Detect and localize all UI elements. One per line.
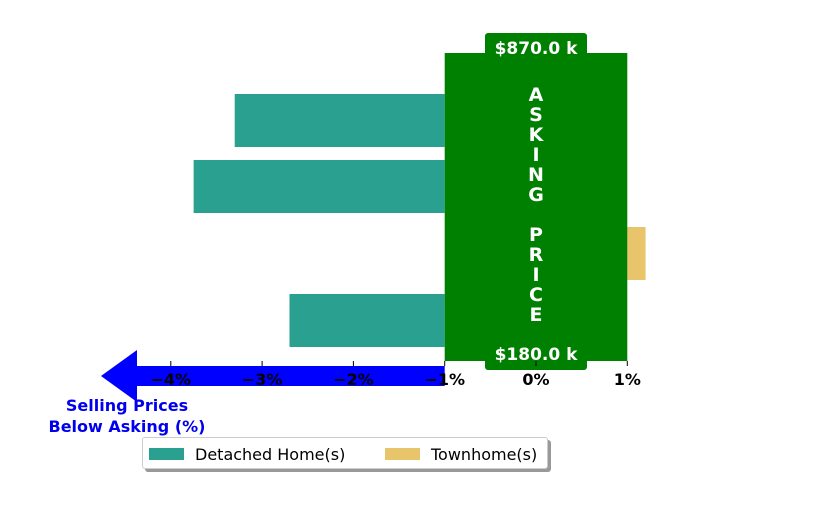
x-axis-label-line-1: Selling Prices — [66, 396, 188, 415]
x-axis-label-line-2: Below Asking (%) — [49, 417, 206, 436]
band-letter-0: A — [529, 84, 544, 106]
bar-detached-3 — [289, 294, 445, 347]
legend-item-townhome: Townhome(s) — [385, 444, 537, 464]
legend-label-detached: Detached Home(s) — [195, 444, 346, 464]
band-letter-2: K — [529, 124, 545, 146]
bar-townhome-2 — [627, 227, 646, 280]
x-axis-ticks: −4% −3% −2% −1% 0% 1% — [151, 361, 641, 389]
detached-bars — [193, 94, 445, 347]
band-letter-5: G — [528, 184, 544, 206]
band-letter-11: E — [530, 304, 543, 326]
x-tick-label-2: −2% — [333, 370, 374, 389]
x-tick-label-0: −4% — [151, 370, 192, 389]
legend-swatch-townhome — [385, 448, 420, 460]
top-price-box — [485, 33, 587, 61]
asking-price-band — [444, 53, 628, 361]
legend-label-townhome: Townhome(s) — [431, 444, 538, 464]
bottom-price-label: $180.0 k — [495, 345, 579, 365]
x-tick-label-5: 1% — [614, 370, 641, 389]
band-letter-10: C — [529, 284, 543, 306]
legend-swatch-detached — [149, 448, 184, 460]
legend: Detached Home(s) Townhome(s) — [142, 437, 548, 469]
bar-detached-1 — [193, 160, 445, 213]
bottom-price-box — [485, 342, 587, 370]
bar-detached-0 — [234, 94, 445, 147]
townhome-bars — [627, 227, 646, 280]
band-letter-8: R — [529, 244, 544, 266]
x-tick-label-3: −1% — [424, 370, 465, 389]
legend-item-detached: Detached Home(s) — [149, 444, 345, 464]
band-letter-9: I — [532, 264, 539, 286]
band-letter-3: I — [532, 144, 539, 166]
band-letter-1: S — [529, 104, 543, 126]
x-tick-label-1: −3% — [242, 370, 283, 389]
below-asking-arrow — [101, 350, 445, 402]
x-tick-label-4: 0% — [522, 370, 549, 389]
band-letter-7: P — [529, 224, 543, 246]
band-letter-4: N — [528, 164, 544, 186]
top-price-label: $870.0 k — [495, 39, 579, 59]
